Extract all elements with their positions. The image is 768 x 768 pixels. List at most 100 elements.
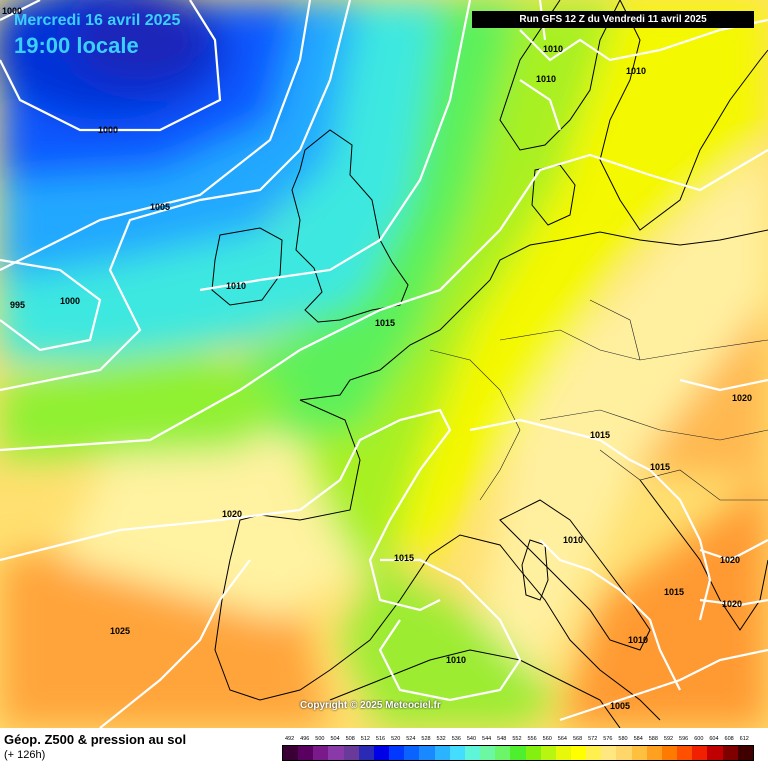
legend-swatch <box>449 746 465 760</box>
isobar-label: 1000 <box>2 6 22 16</box>
footer: Géop. Z500 & pression au sol (+ 126h) 49… <box>0 728 768 768</box>
legend-value: 536 <box>451 736 461 742</box>
legend-swatch <box>661 746 678 760</box>
isobar-label: 1025 <box>110 626 130 636</box>
legend-value: 520 <box>391 736 401 742</box>
legend-value: 592 <box>663 736 674 742</box>
isobar-label: 1020 <box>720 555 740 565</box>
legend-swatch <box>692 746 708 760</box>
legend-swatch <box>646 746 662 760</box>
legend-value: 600 <box>694 736 704 742</box>
legend-swatch <box>495 746 511 760</box>
isobar-label: 1020 <box>722 599 742 609</box>
legend-swatch <box>555 746 571 760</box>
lead-time: (+ 126h) <box>4 749 46 761</box>
isobar-label: 1020 <box>732 393 752 403</box>
legend-value: 532 <box>436 736 446 742</box>
legend-swatch <box>283 746 299 760</box>
legend-value: 604 <box>709 736 719 742</box>
legend-swatch <box>434 746 450 760</box>
legend-value: 540 <box>466 736 477 742</box>
legend-value: 556 <box>527 736 537 742</box>
legend-value: 492 <box>284 736 295 742</box>
legend-value: 508 <box>345 736 355 742</box>
legend-swatch <box>601 746 617 760</box>
legend-swatch <box>616 746 632 760</box>
legend-swatch <box>464 746 481 760</box>
legend-swatch <box>389 746 405 760</box>
isobar-label: 1010 <box>226 281 246 291</box>
legend-value: 572 <box>588 736 598 742</box>
legend-swatch <box>737 746 753 760</box>
legend-swatch <box>707 746 723 760</box>
isobar-label: 1010 <box>543 44 563 54</box>
isobar-label: 1010 <box>563 535 583 545</box>
legend-value: 528 <box>421 736 431 742</box>
legend-swatch <box>722 746 738 760</box>
legend-swatch <box>419 746 435 760</box>
legend-value: 584 <box>633 736 643 742</box>
legend-labels: 492 496 500 504 508 512 516 520 524 528 532 536 540 5… <box>282 736 752 742</box>
legend-value: 560 <box>542 736 552 742</box>
isobar-label: 1020 <box>222 509 242 519</box>
legend-swatch <box>480 746 496 760</box>
legend-swatch <box>510 746 526 760</box>
forecast-date: Mercredi 16 avril 2025 <box>14 12 181 29</box>
isobar-label: 1015 <box>590 430 610 440</box>
color-legend <box>282 745 754 761</box>
isobar-label: 1015 <box>375 318 395 328</box>
model-run-label: Run GFS 12 Z du Vendredi 11 avril 2025 <box>472 11 754 28</box>
legend-value: 504 <box>330 736 340 742</box>
legend-value: 548 <box>497 736 507 742</box>
legend-value: 552 <box>512 736 522 742</box>
isobar-label: 1005 <box>150 202 170 212</box>
isobar-label: 1005 <box>610 701 630 711</box>
legend-swatch <box>298 746 314 760</box>
geopotential-field <box>0 0 768 728</box>
legend-value: 588 <box>648 736 658 742</box>
legend-value: 608 <box>724 736 734 742</box>
legend-swatch <box>525 746 541 760</box>
legend-swatch <box>677 746 693 760</box>
legend-swatch <box>358 746 374 760</box>
legend-value: 580 <box>618 736 628 742</box>
legend-value: 516 <box>375 736 386 742</box>
legend-value: 612 <box>739 736 749 742</box>
isobar-label: 1010 <box>536 74 556 84</box>
isobar-label: 1015 <box>664 587 684 597</box>
legend-swatch <box>404 746 420 760</box>
weather-map: 1000 1000 1005 995 1000 1010 1015 1010 1… <box>0 0 768 728</box>
isobar-label: 1015 <box>394 553 414 563</box>
isobar-label: 1010 <box>626 66 646 76</box>
product-title: Géop. Z500 & pression au sol <box>4 732 187 747</box>
legend-value: 544 <box>482 736 492 742</box>
isobar-label: 995 <box>10 300 25 310</box>
copyright: Copyright © 2025 Meteociel.fr <box>300 700 441 711</box>
legend-swatch <box>570 746 587 760</box>
coastlines <box>211 0 768 728</box>
legend-swatch <box>540 746 556 760</box>
isobar-label: 1015 <box>650 462 670 472</box>
borders <box>429 299 768 501</box>
isobar-label: 1000 <box>60 296 80 306</box>
legend-value: 596 <box>679 736 689 742</box>
legend-swatch <box>313 746 329 760</box>
isobar-labels: 1000 1000 1005 995 1000 1010 1015 1010 1… <box>2 6 752 711</box>
legend-swatch <box>343 746 359 760</box>
legend-value: 500 <box>315 736 325 742</box>
isobar-label: 1000 <box>98 125 118 135</box>
isobar-label: 1010 <box>628 635 648 645</box>
isobar-label: 1010 <box>446 655 466 665</box>
legend-swatch <box>586 746 602 760</box>
forecast-time: 19:00 locale <box>14 33 139 58</box>
legend-swatch <box>373 746 390 760</box>
legend-value: 568 <box>572 736 583 742</box>
legend-value: 496 <box>300 736 310 742</box>
legend-swatch <box>631 746 647 760</box>
legend-swatch <box>328 746 344 760</box>
legend-value: 524 <box>406 736 416 742</box>
legend-value: 512 <box>360 736 370 742</box>
isobars <box>0 0 768 728</box>
legend-value: 576 <box>603 736 613 742</box>
legend-value: 564 <box>557 736 567 742</box>
